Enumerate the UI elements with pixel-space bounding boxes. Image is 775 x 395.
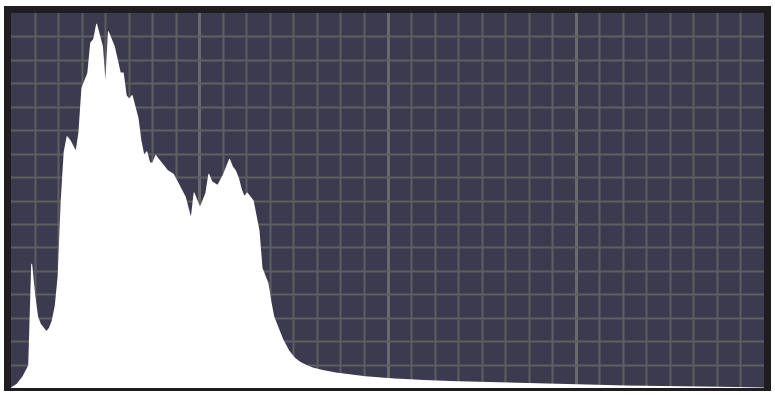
histogram-chart (11, 13, 764, 388)
histogram-panel (4, 6, 771, 391)
histogram-area (11, 23, 764, 388)
